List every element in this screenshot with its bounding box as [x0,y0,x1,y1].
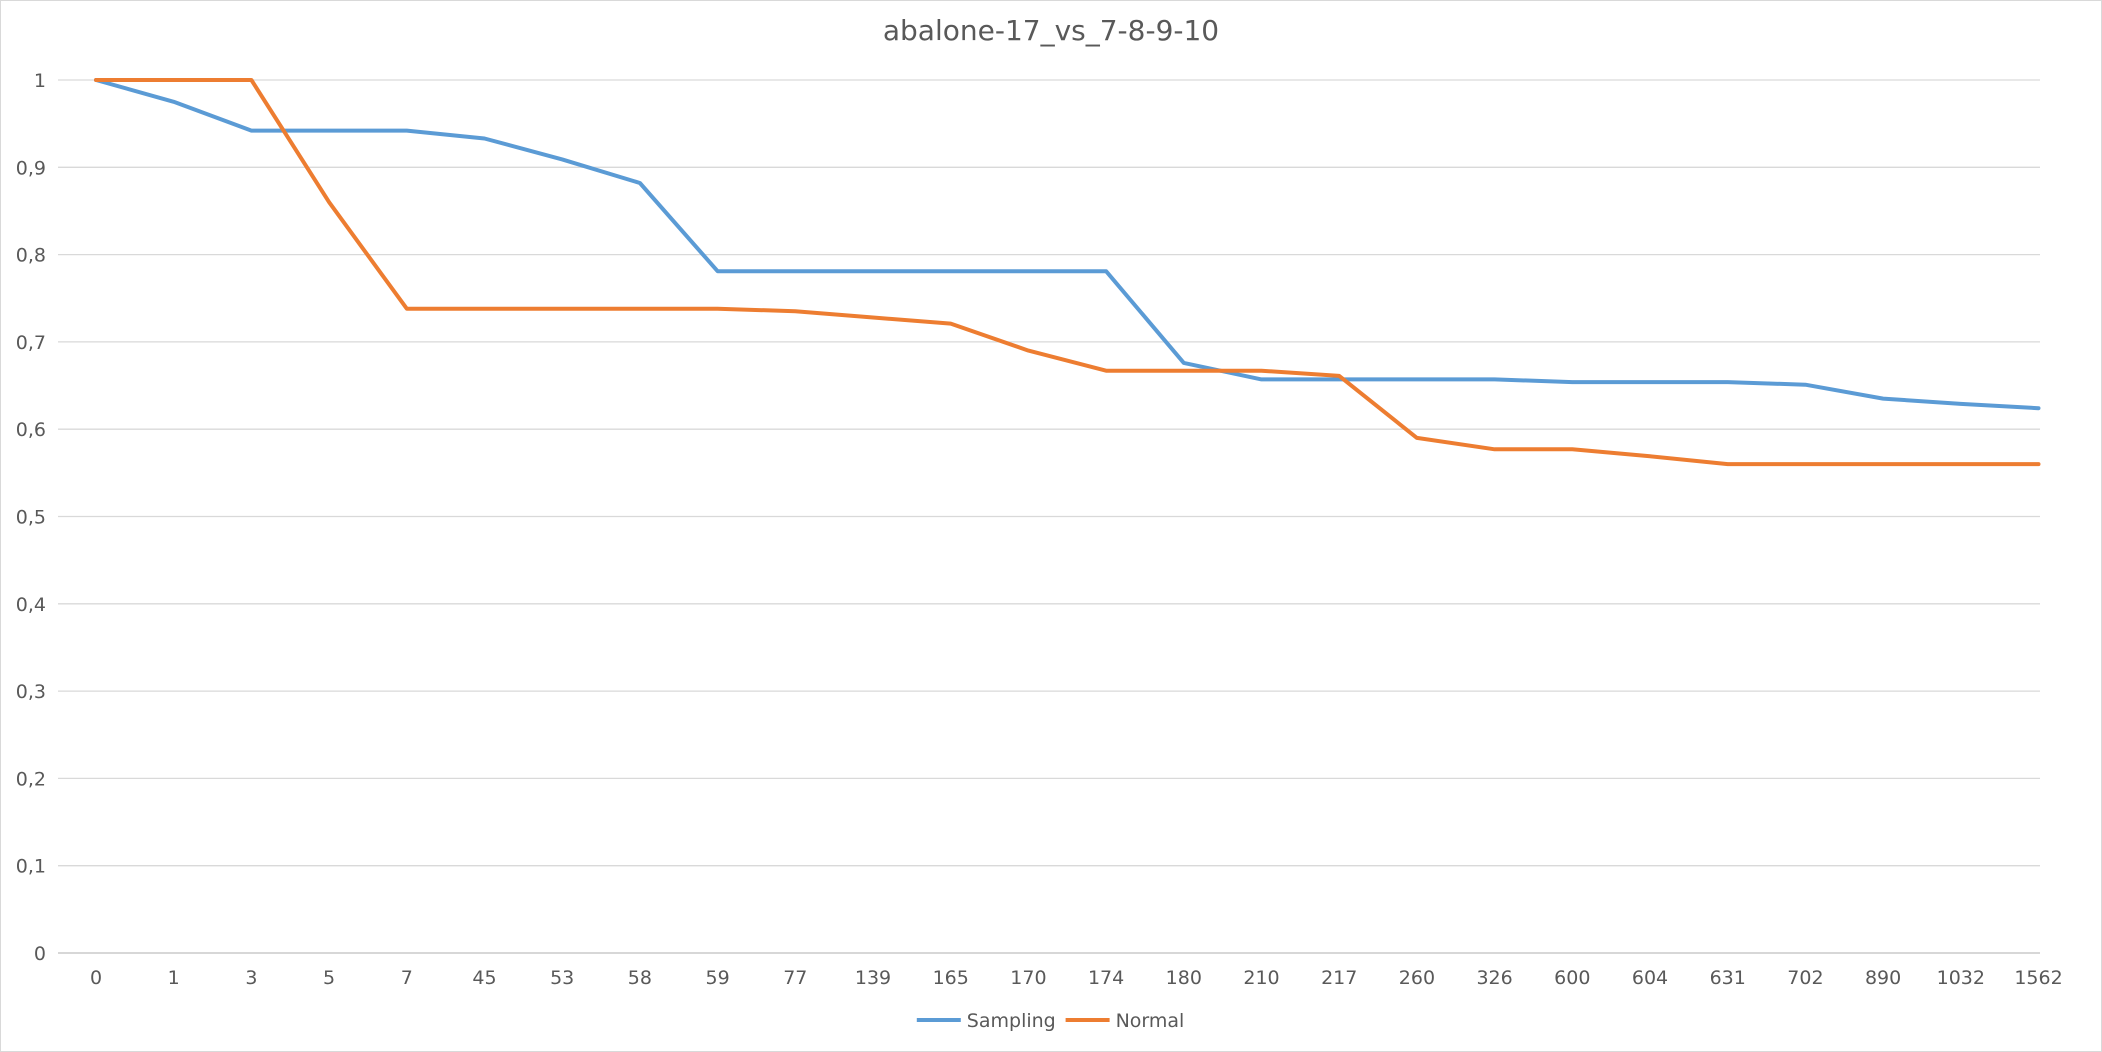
x-tick-label: 180 [1166,967,1202,989]
y-tick-label: 0,5 [16,507,46,529]
x-tick-label: 600 [1554,967,1590,989]
x-tick-label: 702 [1787,967,1823,989]
x-tick-label: 7 [401,967,413,989]
y-tick-label: 0,7 [16,332,46,354]
x-tick-label: 260 [1399,967,1435,989]
x-tick-label: 170 [1010,967,1046,989]
x-tick-label: 174 [1088,967,1124,989]
y-tick-label: 0,8 [16,245,46,267]
y-tick-label: 0,2 [16,768,46,790]
x-tick-label: 890 [1865,967,1901,989]
series-line-normal [94,78,2041,467]
legend-label-sampling: Sampling [967,1010,1056,1032]
x-tick-label: 58 [628,967,652,989]
series-line-sampling [94,78,2041,411]
x-tick-label: 631 [1710,967,1746,989]
x-tick-label: 1562 [2014,967,2062,989]
y-tick-label: 0,9 [16,157,46,179]
legend-label-normal: Normal [1116,1010,1185,1032]
x-tick-label: 604 [1632,967,1668,989]
x-tick-label: 165 [933,967,969,989]
x-tick-label: 139 [855,967,891,989]
x-tick-label: 3 [245,967,257,989]
y-tick-label: 0,1 [16,856,46,878]
x-tick-label: 326 [1476,967,1512,989]
y-tick-label: 0,3 [16,681,46,703]
x-tick-label: 1032 [1937,967,1985,989]
x-tick-label: 217 [1321,967,1357,989]
chart-title: abalone-17_vs_7-8-9-10 [882,14,1220,47]
y-tick-label: 1 [34,70,46,92]
x-tick-label: 53 [550,967,574,989]
x-tick-label: 1 [168,967,180,989]
x-tick-label: 0 [90,967,102,989]
y-tick-label: 0,6 [16,419,46,441]
x-tick-label: 77 [783,967,807,989]
x-tick-label: 5 [323,967,335,989]
x-tick-label: 59 [706,967,730,989]
y-tick-label: 0,4 [16,594,46,616]
x-tick-label: 45 [472,967,496,989]
x-tick-label: 210 [1243,967,1279,989]
y-tick-label: 0 [34,943,46,965]
